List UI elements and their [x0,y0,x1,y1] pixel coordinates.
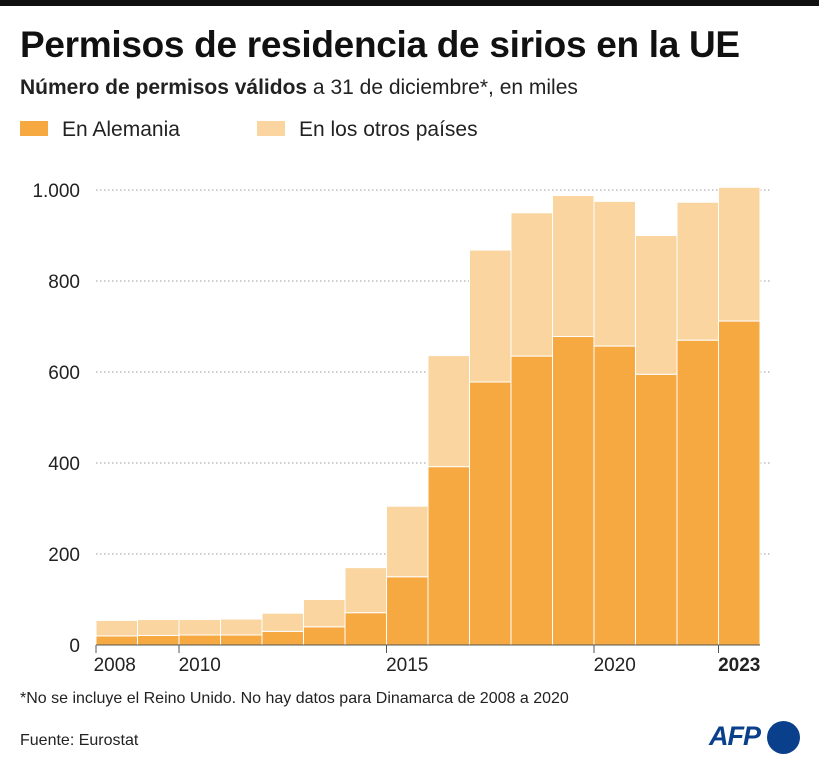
legend-item-germany: En Alemania [20,118,180,142]
bar-segment-germany [220,634,263,646]
x-tick-label: 2015 [386,655,428,676]
x-tick-label: 2020 [594,655,636,676]
bar-segment-germany [95,635,138,646]
stacked-bar-chart: 0 200 400 600 800 1.000 2008 2010 2015 2020 2023 [32,181,772,676]
y-tick-label: 200 [48,545,80,566]
bar-segment-germany [469,381,512,646]
bar-segment-others [137,619,180,636]
legend-label-others: En los otros países [299,118,478,141]
bar-segment-germany [718,320,761,646]
x-tick-label: 2010 [179,655,221,676]
bar-segment-others [95,619,138,637]
footnote: *No se incluye el Reino Unido. No hay da… [20,690,569,707]
top-rule [0,0,819,6]
bar-segment-germany [344,612,387,646]
y-tick-label: 600 [48,363,80,384]
y-tick-label: 0 [69,636,80,657]
bar-segment-others [344,567,387,614]
legend-item-others: En los otros países [257,118,478,142]
chart-title: Permisos de residencia de sirios en la U… [20,24,740,65]
bar-segment-germany [510,355,553,646]
bar-segment-germany [676,339,719,646]
chart-subtitle: Número de permisos válidos a 31 de dicie… [20,76,578,100]
bar-segment-germany [635,373,678,646]
bar-segment-others [676,201,719,341]
legend-swatch-others [257,120,285,136]
subtitle-bold: Número de permisos válidos [20,76,308,99]
bar-segment-germany [593,345,636,646]
legend-swatch-germany [20,120,48,136]
bar-segment-germany [427,466,470,646]
y-tick-label: 1.000 [32,181,80,202]
bar-segment-others [303,599,346,628]
afp-logo-dot-icon [767,721,800,754]
bar-segment-germany [178,634,221,646]
bar-segment-others [178,619,221,636]
bar-segment-others [386,505,429,578]
bar-segment-others [220,618,263,636]
bar-segment-others [510,212,553,357]
afp-logo-text: AFP [709,721,761,751]
bar-segment-others [427,355,470,468]
bar-segment-germany [261,630,304,646]
y-tick-label: 800 [48,272,80,293]
bar-segment-germany [303,626,346,646]
bar-segment-germany [552,336,595,646]
x-tick-label: 2023 [718,655,760,676]
bar-segment-others [552,194,595,338]
y-tick-label: 400 [48,454,80,475]
x-tick-label: 2008 [94,655,136,676]
bar-segment-germany [137,634,180,646]
bar-segment-others [718,186,761,322]
bar-segment-others [261,612,304,632]
source-note: Fuente: Eurostat [20,732,139,749]
legend-label-germany: En Alemania [62,118,180,141]
bar-segment-others [593,200,636,347]
subtitle-rest: a 31 de diciembre*, en miles [307,76,578,99]
bar-segment-others [635,235,678,375]
bar-segment-germany [386,576,429,646]
bar-segment-others [469,249,512,383]
